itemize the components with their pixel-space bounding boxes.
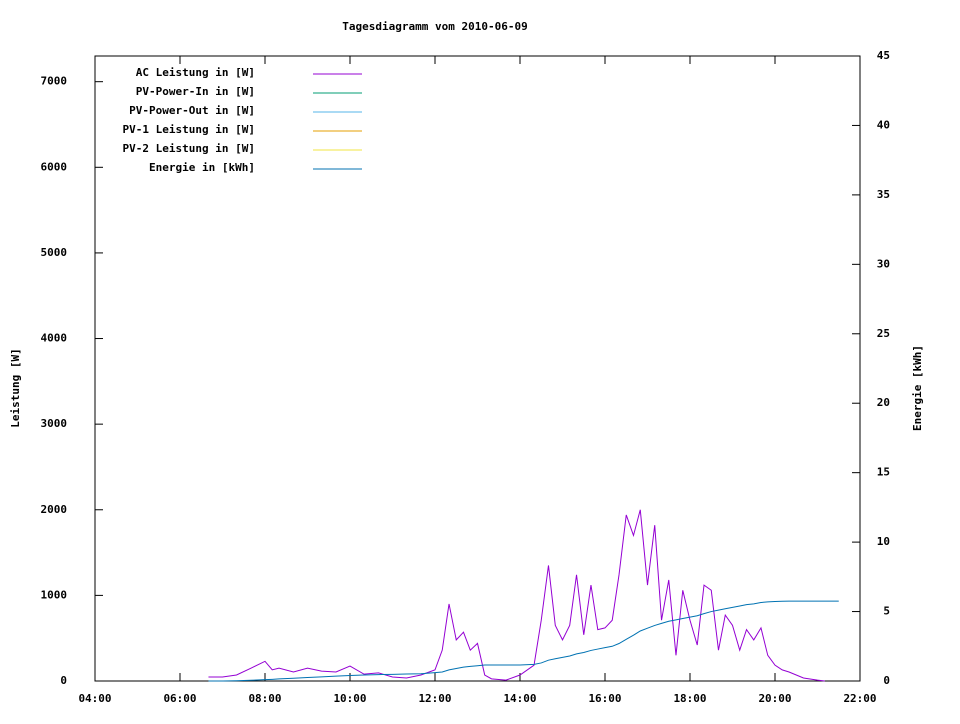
x-tick-label: 12:00 <box>418 692 451 705</box>
legend-label: PV-Power-Out in [W] <box>129 104 255 117</box>
x-tick-label: 08:00 <box>248 692 281 705</box>
x-tick-label: 16:00 <box>588 692 621 705</box>
y2-tick-label: 5 <box>883 605 890 618</box>
y2-tick-label: 10 <box>877 535 890 548</box>
y2-tick-label: 25 <box>877 327 890 340</box>
y2-tick-label: 20 <box>877 396 890 409</box>
y-tick-label: 7000 <box>41 75 68 88</box>
x-tick-label: 18:00 <box>673 692 706 705</box>
x-tick-label: 20:00 <box>758 692 791 705</box>
plot-frame <box>94 55 861 682</box>
y2-tick-label: 15 <box>877 466 890 479</box>
y2-tick-label: 35 <box>877 188 890 201</box>
y2-tick-label: 0 <box>883 674 890 687</box>
legend-label: PV-1 Leistung in [W] <box>123 123 255 136</box>
y-tick-label: 0 <box>60 674 67 687</box>
chart-title: Tagesdiagramm vom 2010-06-09 <box>342 20 527 33</box>
y-tick-label: 5000 <box>41 246 68 259</box>
y2-axis-label: Energie [kWh] <box>911 345 924 431</box>
x-tick-label: 10:00 <box>333 692 366 705</box>
legend-label: PV-Power-In in [W] <box>136 85 255 98</box>
y2-tick-label: 30 <box>877 257 890 270</box>
y-tick-label: 1000 <box>41 588 68 601</box>
series-line <box>208 600 839 682</box>
series-line <box>208 509 825 682</box>
y-tick-label: 2000 <box>41 503 68 516</box>
y-tick-label: 4000 <box>41 332 68 345</box>
y-tick-label: 6000 <box>41 160 68 173</box>
y2-tick-label: 40 <box>877 118 890 131</box>
x-tick-label: 06:00 <box>163 692 196 705</box>
x-tick-label: 14:00 <box>503 692 536 705</box>
y-tick-label: 3000 <box>41 417 68 430</box>
x-tick-label: 22:00 <box>843 692 876 705</box>
legend-label: Energie in [kWh] <box>149 161 255 174</box>
legend-label: AC Leistung in [W] <box>136 66 255 79</box>
legend-label: PV-2 Leistung in [W] <box>123 142 255 155</box>
y-axis-label: Leistung [W] <box>9 348 22 427</box>
y2-tick-label: 45 <box>877 49 890 62</box>
x-tick-label: 04:00 <box>78 692 111 705</box>
